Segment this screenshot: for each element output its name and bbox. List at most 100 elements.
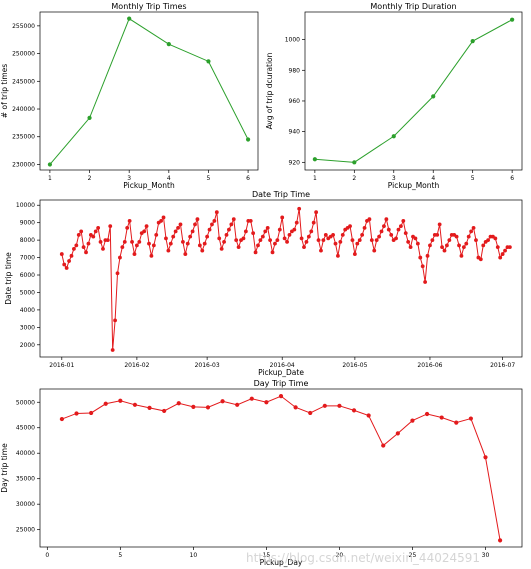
data-point (292, 227, 297, 232)
x-tick-label: 6 (246, 175, 250, 182)
data-point (161, 215, 166, 220)
data-point (113, 318, 117, 323)
data-point (431, 94, 436, 99)
y-tick-label: 4000 (20, 307, 35, 314)
data-point (333, 241, 338, 246)
data-point (413, 236, 418, 241)
data-point (69, 253, 74, 258)
data-point (108, 224, 113, 229)
data-point (227, 227, 231, 232)
data-point (127, 16, 132, 21)
data-point (401, 219, 406, 223)
data-point (374, 238, 379, 243)
y-tick-label: 960 (289, 98, 301, 105)
x-tick-label: 1 (48, 175, 52, 182)
data-point (241, 236, 246, 241)
x-tick-label: 2016-01 (49, 362, 74, 369)
data-point (137, 239, 142, 244)
x-tick-label: 4 (167, 175, 171, 182)
chart-day-trip-time: Day Trip Time Pickup_Day Day trip time 0… (0, 379, 523, 567)
x-tick-label: 5 (207, 175, 211, 182)
data-point (72, 246, 76, 251)
data-point (486, 238, 490, 243)
x-tick-label: 2016-02 (124, 362, 149, 369)
data-point (461, 245, 466, 250)
data-point (425, 253, 430, 258)
data-point (351, 408, 357, 413)
chart-title: Monthly Trip Duration (370, 2, 456, 11)
data-point (229, 222, 234, 227)
data-point (101, 246, 105, 251)
data-point (357, 238, 362, 243)
data-point (84, 250, 88, 255)
data-point (76, 232, 81, 237)
data-point (316, 238, 321, 243)
data-point (384, 217, 389, 222)
data-point (340, 232, 345, 237)
data-point (275, 238, 280, 243)
data-point (144, 224, 149, 229)
y-axis-label: Day trip time (0, 443, 9, 493)
data-point (309, 229, 314, 234)
data-point (118, 398, 123, 403)
data-point (147, 405, 152, 410)
y-tick-label: 8000 (20, 237, 35, 244)
data-point (176, 226, 180, 230)
x-tick-label: 6 (510, 175, 514, 182)
data-point (435, 232, 440, 237)
data-point (311, 220, 316, 225)
data-point (166, 42, 171, 47)
data-point (197, 243, 202, 248)
x-tick-label: 2016-03 (195, 362, 220, 369)
series-line (61, 395, 501, 541)
y-tick-label: 9000 (20, 220, 35, 227)
data-point (190, 229, 195, 234)
data-point (377, 234, 381, 239)
x-tick-label: 2016-07 (490, 362, 515, 369)
data-point (110, 348, 115, 352)
data-point (256, 243, 260, 248)
data-point (236, 245, 241, 250)
data-point (445, 243, 449, 248)
data-point (245, 137, 251, 142)
data-point (202, 241, 207, 246)
data-point (331, 232, 335, 237)
data-point (306, 234, 311, 239)
data-point (459, 253, 464, 258)
data-point (74, 243, 79, 248)
data-point (415, 241, 420, 246)
data-point (355, 241, 360, 246)
data-point (498, 255, 503, 260)
data-point (352, 252, 357, 256)
data-point (234, 238, 239, 243)
x-tick-label: 2016-04 (270, 362, 295, 369)
data-point (270, 250, 275, 255)
data-point (391, 134, 396, 139)
y-tick-label: 920 (289, 159, 301, 166)
chart-title: Monthly Trip Times (111, 2, 186, 11)
x-tick-label: 25 (409, 552, 417, 559)
data-point (210, 222, 214, 227)
y-tick-label: 240000 (12, 106, 35, 113)
data-point (430, 238, 435, 243)
data-point (212, 219, 217, 223)
data-point (171, 234, 176, 239)
data-point (103, 401, 108, 406)
data-point (406, 239, 411, 244)
data-point (87, 115, 92, 120)
data-point (366, 413, 371, 418)
y-tick-label: 10000 (16, 202, 35, 209)
data-point (323, 232, 328, 237)
data-point (248, 219, 253, 223)
chart-monthly-trip-times: Monthly Trip Times Pickup_Month # of tri… (0, 2, 259, 190)
data-point (205, 405, 211, 410)
data-point (193, 222, 197, 227)
data-point (249, 396, 254, 401)
x-tick-label: 15 (263, 552, 271, 559)
data-point (493, 236, 498, 241)
y-tick-label: 255000 (12, 23, 35, 30)
data-point (118, 255, 122, 260)
y-axis-label: Avg of trip dcuration (265, 52, 274, 129)
data-point (297, 206, 302, 211)
data-point (168, 241, 173, 246)
